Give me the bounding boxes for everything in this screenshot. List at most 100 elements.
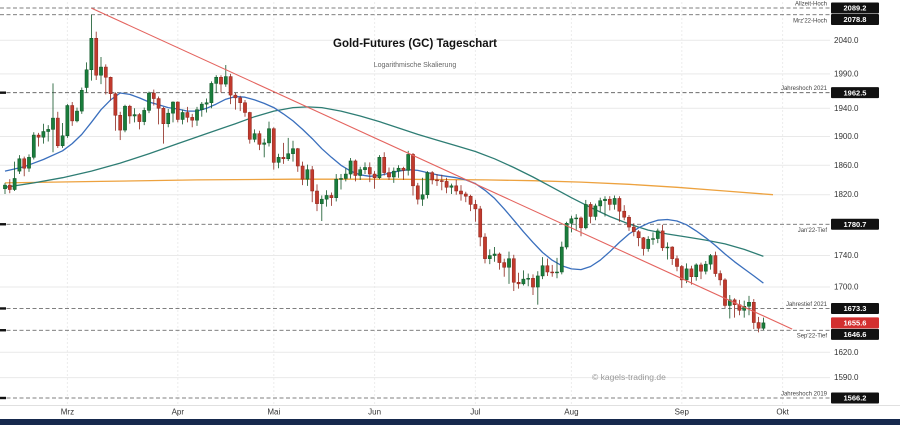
candle-body bbox=[3, 184, 7, 190]
candle-body bbox=[31, 134, 36, 158]
candle-body bbox=[310, 169, 315, 192]
x-axis-month-label: Jul bbox=[470, 408, 480, 417]
candle-body bbox=[151, 92, 156, 99]
candle-body bbox=[708, 255, 713, 265]
candle-body bbox=[612, 198, 617, 205]
watermark: © kagels-trading.de bbox=[592, 372, 666, 382]
candle-body bbox=[363, 167, 367, 170]
candle-body bbox=[631, 226, 636, 232]
candle-body bbox=[569, 218, 574, 224]
candle-body bbox=[113, 93, 118, 116]
candle-body bbox=[252, 133, 257, 140]
candle-body bbox=[262, 142, 267, 145]
candle-body bbox=[60, 135, 65, 147]
candle-body bbox=[286, 153, 291, 160]
x-axis-month-label: Jun bbox=[368, 408, 381, 417]
candle-body bbox=[727, 299, 732, 306]
candle-body bbox=[699, 264, 703, 272]
ma-mid-line bbox=[4, 106, 764, 257]
candle-body bbox=[396, 167, 401, 172]
candle-body bbox=[550, 271, 555, 274]
current-price-badge-text: 1655.6 bbox=[844, 319, 867, 328]
candle-body bbox=[593, 205, 598, 217]
y-axis-tick: 1740.0 bbox=[834, 251, 859, 260]
candle-body bbox=[617, 198, 622, 212]
candle-body bbox=[214, 77, 219, 84]
x-axis-month-label: Mai bbox=[267, 408, 280, 417]
candle-body bbox=[99, 66, 103, 76]
x-axis-month-label: Sep bbox=[675, 408, 690, 417]
price-badge bbox=[831, 218, 879, 230]
left-axis-tick bbox=[0, 223, 6, 226]
candle-body bbox=[521, 278, 526, 285]
candle-body bbox=[761, 322, 766, 329]
candle-body bbox=[603, 198, 607, 201]
candle-body bbox=[348, 160, 353, 175]
candle-body bbox=[94, 38, 99, 76]
candle-body bbox=[478, 208, 483, 238]
candle-body bbox=[555, 271, 559, 274]
candle-body bbox=[123, 105, 127, 131]
candle-body bbox=[161, 108, 166, 124]
level-caption: Allzeit-Hoch bbox=[795, 2, 827, 8]
candle-body bbox=[636, 231, 641, 239]
candle-body bbox=[463, 193, 468, 197]
candle-body bbox=[703, 263, 708, 272]
candle-body bbox=[271, 128, 276, 163]
candle-body bbox=[670, 246, 675, 259]
price-badge bbox=[831, 14, 879, 25]
y-axis-tick: 1590.0 bbox=[834, 373, 859, 382]
candle-body bbox=[17, 158, 22, 172]
candle-body bbox=[238, 97, 243, 103]
bottom-bar bbox=[0, 419, 900, 425]
candle-body bbox=[684, 268, 689, 281]
price-badge-text: 1566.2 bbox=[844, 394, 867, 403]
candle-body bbox=[535, 275, 540, 288]
candle-body bbox=[334, 178, 339, 198]
candle-body bbox=[723, 279, 727, 306]
y-axis-tick: 1620.0 bbox=[834, 348, 859, 357]
candle-body bbox=[660, 230, 665, 249]
candle-body bbox=[492, 253, 497, 256]
left-axis-tick bbox=[0, 329, 6, 332]
candle-body bbox=[411, 154, 415, 187]
y-axis-tick: 1990.0 bbox=[834, 69, 859, 78]
candle-body bbox=[718, 273, 723, 281]
y-axis-tick: 1700.0 bbox=[834, 283, 859, 292]
candle-body bbox=[502, 262, 507, 268]
level-caption: Sep'22-Tief bbox=[797, 334, 828, 340]
candle-body bbox=[84, 69, 89, 88]
candle-body bbox=[651, 238, 655, 240]
level-caption: Jahrestief 2021 bbox=[786, 302, 828, 308]
candle-body bbox=[7, 184, 12, 190]
candle-body bbox=[559, 246, 564, 273]
candle-body bbox=[27, 157, 31, 169]
candle-body bbox=[588, 204, 593, 217]
candle-body bbox=[276, 157, 281, 163]
candle-body bbox=[679, 266, 684, 281]
candle-body bbox=[473, 204, 478, 210]
candle-body bbox=[747, 302, 751, 307]
candle-body bbox=[689, 268, 694, 277]
candle-body bbox=[257, 133, 262, 145]
candle-body bbox=[449, 185, 454, 188]
candle-body bbox=[459, 190, 463, 195]
candle-body bbox=[79, 90, 84, 112]
candle-body bbox=[454, 185, 459, 192]
candle-body bbox=[343, 173, 348, 179]
current-price-badge bbox=[831, 317, 879, 329]
trendline bbox=[91, 7, 793, 330]
candle-body bbox=[756, 322, 761, 329]
candle-body bbox=[391, 170, 396, 178]
candle-body bbox=[627, 216, 631, 228]
level-caption: Jahreshoch 2021 bbox=[781, 86, 828, 92]
y-axis-tick: 1900.0 bbox=[834, 132, 859, 141]
candle-body bbox=[439, 180, 444, 182]
candle-body bbox=[545, 265, 550, 273]
candle-body bbox=[300, 165, 305, 180]
candle-body bbox=[329, 195, 334, 198]
candle-body bbox=[219, 77, 223, 85]
price-badge-text: 1780.7 bbox=[844, 220, 867, 229]
